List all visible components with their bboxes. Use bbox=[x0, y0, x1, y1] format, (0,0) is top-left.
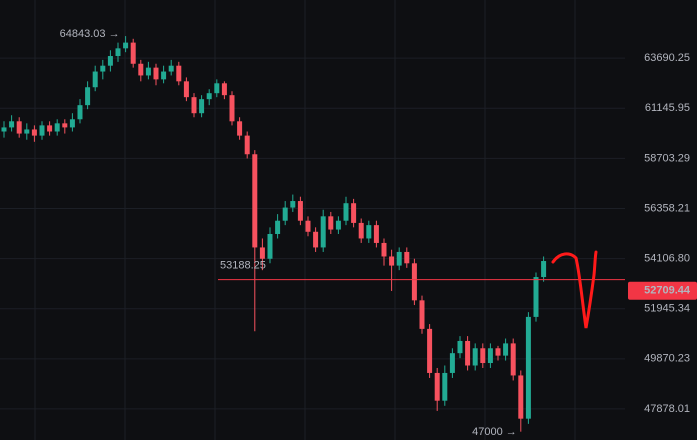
candle-body bbox=[320, 216, 326, 248]
candle-body bbox=[221, 83, 227, 96]
last-price-tag bbox=[628, 281, 697, 300]
candle-body bbox=[503, 343, 509, 356]
candle-body bbox=[267, 234, 273, 259]
candle-body bbox=[9, 121, 15, 128]
candle-body bbox=[39, 125, 45, 136]
candle-body bbox=[16, 121, 22, 134]
candle-body bbox=[335, 220, 341, 230]
candle-body bbox=[381, 242, 387, 257]
candle-body bbox=[282, 207, 288, 221]
candle-body bbox=[31, 129, 37, 136]
y-tick-label: 47878.01 bbox=[644, 403, 690, 415]
level-label: 53188.25 bbox=[220, 260, 266, 272]
candle-body bbox=[244, 135, 250, 155]
candle-body bbox=[358, 222, 364, 239]
candle-body bbox=[351, 203, 357, 223]
candle-body bbox=[472, 348, 478, 366]
candle-body bbox=[290, 201, 296, 208]
candle-body bbox=[161, 71, 167, 80]
candle-body bbox=[373, 225, 379, 243]
candle-body bbox=[100, 65, 106, 72]
candle-body bbox=[168, 65, 174, 72]
candle-body bbox=[465, 340, 471, 366]
plot: 63690.25 61145.95 58703.29 56358.21 54106.80… bbox=[0, 28, 697, 438]
candle-body bbox=[328, 216, 334, 230]
candle-body bbox=[153, 67, 159, 80]
high-annotation: 64843.03 → bbox=[60, 28, 120, 40]
candle-body bbox=[427, 328, 433, 373]
candle-body bbox=[199, 99, 205, 114]
candle-body bbox=[297, 201, 303, 221]
candle-body bbox=[457, 340, 463, 354]
y-tick-label: 56358.21 bbox=[644, 202, 690, 214]
hand-drawn-scribble bbox=[551, 250, 598, 329]
candle-body bbox=[214, 83, 220, 94]
candle-body bbox=[533, 277, 539, 317]
last-price-label: 52709.44 bbox=[644, 285, 691, 297]
candle-body bbox=[404, 251, 410, 264]
y-tick-label: 61145.95 bbox=[645, 102, 690, 114]
vertical-grid bbox=[34, 0, 576, 440]
candle-body bbox=[206, 93, 212, 100]
candle-body bbox=[480, 348, 486, 364]
candle-body bbox=[62, 123, 68, 128]
candle-body bbox=[123, 42, 129, 49]
candle-body bbox=[343, 203, 349, 221]
candle-body bbox=[85, 87, 91, 106]
candle-body bbox=[47, 125, 53, 132]
y-tick-label: 51945.34 bbox=[644, 303, 690, 315]
candle-body bbox=[130, 42, 136, 64]
low-annotation: 47000 → bbox=[472, 426, 517, 438]
candle-body bbox=[1, 127, 7, 132]
candle-body bbox=[115, 48, 121, 57]
candle-body bbox=[434, 372, 440, 401]
candle-body bbox=[313, 231, 319, 248]
y-tick-label: 58703.29 bbox=[644, 152, 690, 164]
candle-body bbox=[449, 353, 455, 373]
y-tick-label: 54106.80 bbox=[644, 252, 690, 264]
candle-body bbox=[419, 300, 425, 329]
candle-body bbox=[183, 81, 189, 98]
candle-body bbox=[54, 123, 60, 132]
candle-body bbox=[525, 316, 531, 419]
candle-body bbox=[275, 220, 281, 235]
candle-body bbox=[442, 372, 448, 401]
candle-body bbox=[69, 119, 75, 128]
candle-body bbox=[518, 375, 524, 419]
candle-body bbox=[138, 63, 144, 76]
candle-body bbox=[92, 71, 98, 88]
candle-body bbox=[495, 348, 501, 356]
candle-body bbox=[24, 129, 30, 134]
candle-body bbox=[107, 56, 113, 66]
candle-body bbox=[389, 256, 395, 266]
candle-body bbox=[510, 343, 516, 376]
candle-body bbox=[411, 263, 417, 301]
candle-body bbox=[366, 225, 372, 239]
candle-body bbox=[396, 251, 402, 266]
y-tick-label: 49870.23 bbox=[644, 353, 690, 365]
candle-body bbox=[487, 348, 493, 364]
candle-body bbox=[305, 220, 311, 232]
candle-body bbox=[191, 97, 197, 114]
candle-body bbox=[259, 247, 265, 259]
candle-body bbox=[77, 105, 83, 120]
candle-body bbox=[229, 95, 235, 122]
candle-body bbox=[176, 65, 182, 82]
y-tick-label: 63690.25 bbox=[644, 52, 690, 64]
candle-body bbox=[252, 154, 258, 248]
candle-body bbox=[541, 261, 547, 278]
candle-body bbox=[145, 67, 151, 76]
candle-body bbox=[237, 121, 243, 136]
